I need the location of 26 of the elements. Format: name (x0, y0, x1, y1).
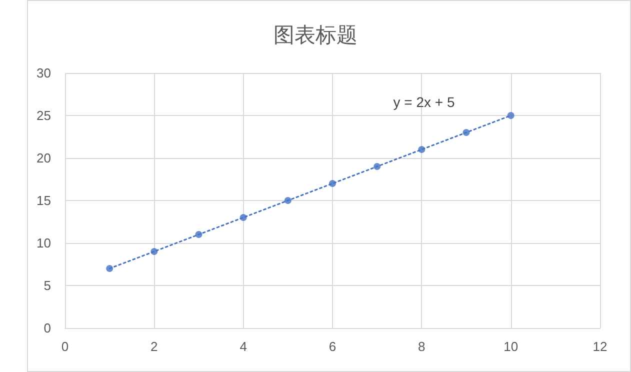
y-tick-label: 0 (44, 320, 51, 336)
y-tick-label: 5 (44, 278, 51, 293)
x-tick-label: 2 (150, 339, 158, 354)
x-tick-label: 6 (328, 339, 336, 354)
y-tick-label: 30 (36, 66, 51, 80)
x-tick-label: 0 (61, 339, 69, 354)
point (462, 129, 470, 136)
point (195, 231, 202, 238)
y-tick-label: 25 (36, 108, 51, 123)
point (374, 163, 381, 170)
chart-title: 图表标题 (274, 24, 358, 47)
point (329, 180, 336, 187)
point (106, 265, 114, 272)
x-tick-label: 12 (592, 339, 608, 354)
point (507, 112, 514, 119)
point (150, 248, 158, 255)
x-tick-label: 4 (240, 339, 247, 354)
annotation: y = 2x + 5 (393, 94, 455, 110)
point (418, 146, 426, 153)
y-tick-label: 15 (36, 193, 51, 208)
point (240, 214, 247, 221)
point (284, 197, 292, 204)
y-tick-label: 20 (36, 150, 51, 166)
x-tick-label: 8 (418, 339, 426, 354)
y-tick-label: 10 (36, 236, 51, 250)
x-tick-label: 10 (504, 339, 518, 354)
